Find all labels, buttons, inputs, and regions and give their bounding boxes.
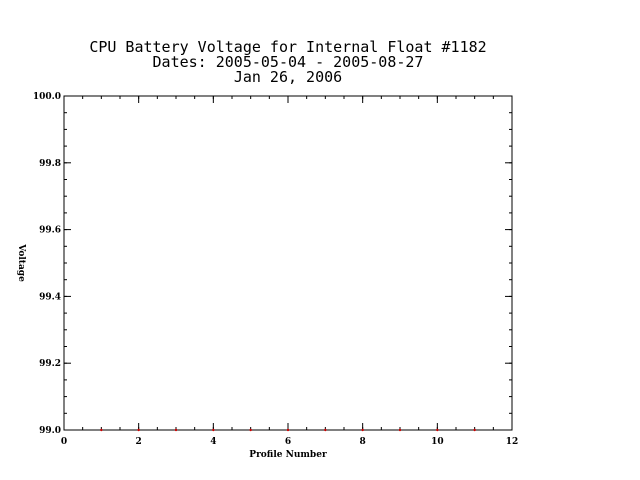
data-point — [100, 428, 103, 432]
data-markers — [100, 428, 476, 432]
chart-title: CPU Battery Voltage for Internal Float #… — [89, 38, 486, 86]
data-point — [249, 428, 252, 432]
y-tick-label: 99.2 — [39, 359, 61, 369]
x-axis-label: Profile Number — [249, 450, 327, 460]
y-tick-label: 100.0 — [33, 92, 61, 102]
plot-frame — [63, 95, 513, 431]
y-tick-label: 99.8 — [39, 159, 61, 169]
data-point — [436, 428, 439, 432]
x-tick-label: 8 — [360, 437, 366, 447]
y-axis-label: Voltage — [16, 243, 26, 282]
x-tick-label: 6 — [285, 437, 291, 447]
data-point — [174, 428, 178, 432]
tick-labels: 0 2 4 6 8 10 12 99.0 99.2 99.4 99.6 99.8 100.0 — [33, 92, 518, 447]
title-line-2: Dates: 2005-05-04 - 2005-08-27 — [153, 53, 424, 71]
axis-ticks — [63, 95, 513, 431]
y-tick-label: 99.4 — [39, 292, 61, 302]
data-point — [137, 428, 140, 432]
data-point — [398, 428, 402, 432]
data-point — [286, 428, 290, 432]
title-line-1: CPU Battery Voltage for Internal Float #… — [89, 38, 486, 56]
y-tick-label: 99.0 — [39, 426, 61, 436]
data-point — [212, 428, 215, 432]
x-tick-label: 0 — [61, 437, 67, 447]
y-tick-label: 99.6 — [39, 226, 61, 236]
title-line-3: Jan 26, 2006 — [234, 68, 342, 86]
data-point — [324, 428, 327, 432]
x-tick-label: 2 — [136, 437, 142, 447]
x-tick-label: 12 — [506, 437, 519, 447]
x-tick-label: 4 — [210, 437, 216, 447]
data-point — [361, 428, 364, 432]
x-tick-label: 10 — [431, 437, 444, 447]
data-point — [473, 428, 476, 432]
